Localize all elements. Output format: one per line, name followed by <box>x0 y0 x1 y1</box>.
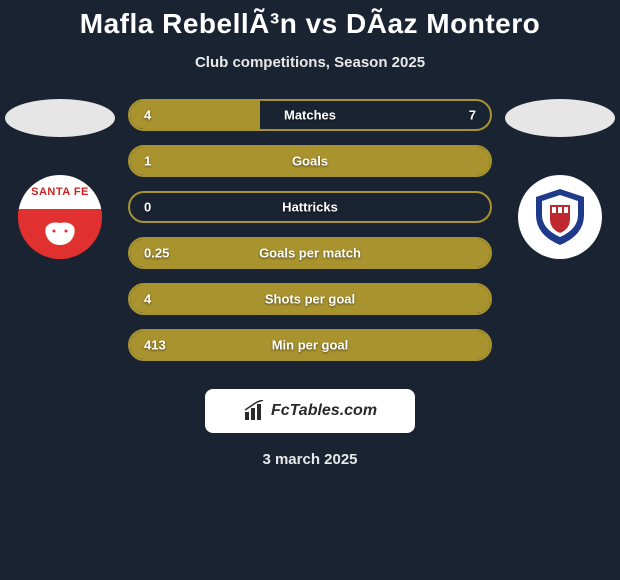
team-badge-left-text: SANTA FE <box>18 175 102 209</box>
stat-bar: 1 Goals <box>128 145 492 177</box>
stat-label: Min per goal <box>272 338 349 353</box>
right-player-col <box>500 99 620 259</box>
player-silhouette-right <box>505 99 615 137</box>
stat-left-value: 1 <box>144 154 151 169</box>
stat-left-value: 4 <box>144 292 151 307</box>
stats-column: 4 Matches 7 1 Goals 0 Hattricks 0.25 Goals per m… <box>120 99 500 361</box>
stat-label: Matches <box>284 108 336 123</box>
stat-label: Goals per match <box>259 246 361 261</box>
stat-label: Shots per goal <box>265 292 355 307</box>
stat-bar: 0.25 Goals per match <box>128 237 492 269</box>
shield-icon <box>528 185 592 249</box>
left-player-col: SANTA FE <box>0 99 120 259</box>
stat-left-value: 0 <box>144 200 151 215</box>
team-badge-right <box>518 175 602 259</box>
chart-icon <box>243 400 265 422</box>
stat-bar: 413 Min per goal <box>128 329 492 361</box>
stat-bar: 4 Matches 7 <box>128 99 492 131</box>
comparison-card: Mafla RebellÃ³n vs DÃ­az Montero Club co… <box>0 0 620 580</box>
stat-left-value: 0.25 <box>144 246 169 261</box>
stat-bar: 0 Hattricks <box>128 191 492 223</box>
stat-left-value: 413 <box>144 338 166 353</box>
main-row: SANTA FE 4 Matches 7 1 Goals 0 Hattricks 0.25 Go… <box>0 99 620 361</box>
lion-icon <box>40 219 80 249</box>
watermark-text: FcTables.com <box>271 402 377 420</box>
stat-label: Goals <box>292 154 328 169</box>
player-silhouette-left <box>5 99 115 137</box>
stat-right-value: 7 <box>469 108 476 123</box>
team-badge-left: SANTA FE <box>18 175 102 259</box>
stat-left-value: 4 <box>144 108 151 123</box>
subtitle: Club competitions, Season 2025 <box>195 54 425 71</box>
team-badge-left-emblem <box>18 209 102 259</box>
watermark: FcTables.com <box>205 389 415 433</box>
stat-label: Hattricks <box>282 200 338 215</box>
date: 3 march 2025 <box>262 451 357 468</box>
stat-bar: 4 Shots per goal <box>128 283 492 315</box>
page-title: Mafla RebellÃ³n vs DÃ­az Montero <box>80 8 540 40</box>
